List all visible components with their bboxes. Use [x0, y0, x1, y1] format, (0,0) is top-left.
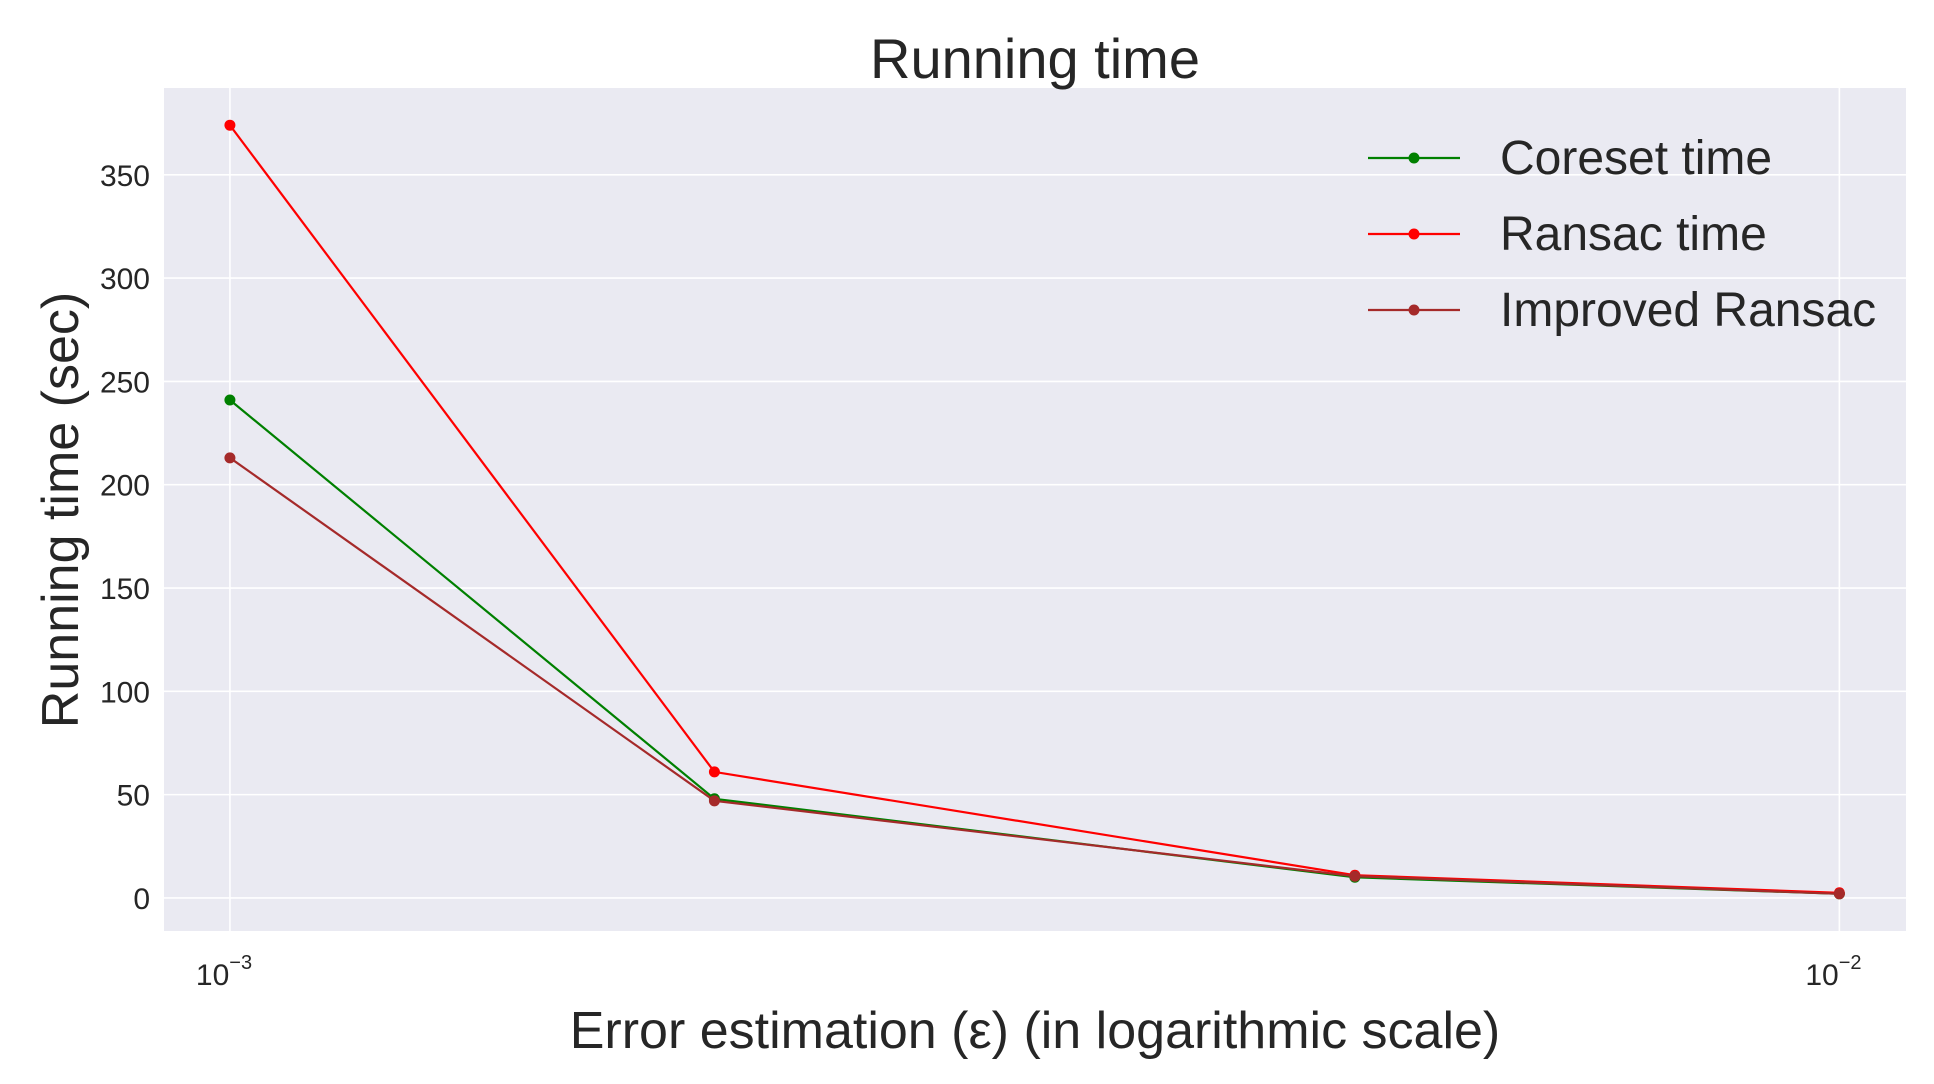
legend-item: Ransac time: [1368, 208, 1767, 261]
y-tick-label: 100: [100, 676, 150, 709]
y-tick-label: 300: [100, 263, 150, 296]
data-point: [1833, 888, 1845, 900]
y-tick-label: 250: [100, 366, 150, 399]
grid-lines: [164, 88, 1906, 931]
data-point: [708, 766, 720, 778]
y-axis-ticks: 0 50 100 150 200 250 300 350: [100, 160, 150, 916]
legend-marker: [1408, 152, 1420, 164]
legend: Coreset time Ransac time Improved Ransac: [1368, 132, 1876, 337]
legend-item: Coreset time: [1368, 132, 1772, 185]
y-tick-label: 150: [100, 573, 150, 606]
legend-label: Ransac time: [1500, 208, 1767, 261]
series-line: [229, 456, 1840, 895]
data-point: [1349, 870, 1361, 882]
data-point: [224, 119, 236, 131]
data-point: [224, 394, 236, 406]
legend-label: Improved Ransac: [1500, 284, 1876, 337]
legend-label: Coreset time: [1500, 132, 1772, 185]
plot-background: [164, 88, 1906, 931]
legend-item: Improved Ransac: [1368, 284, 1876, 337]
x-axis-ticks: 10−3 10−2: [196, 952, 1862, 992]
x-tick-label: 10−3: [196, 952, 252, 992]
chart-title: Running time: [870, 27, 1200, 90]
x-tick-label: 10−2: [1805, 952, 1861, 992]
x-axis-label: Error estimation (ε) (in logarithmic sca…: [570, 1002, 1501, 1060]
legend-marker: [1408, 228, 1420, 240]
y-tick-label: 50: [117, 780, 150, 813]
y-tick-label: 200: [100, 470, 150, 503]
y-tick-label: 0: [133, 883, 150, 916]
y-tick-label: 350: [100, 160, 150, 193]
series-improved-ransac: [224, 452, 1845, 900]
y-axis-label: Running time (sec): [32, 292, 90, 728]
legend-marker: [1408, 304, 1420, 316]
data-point: [708, 795, 720, 807]
data-point: [224, 452, 236, 464]
series-lines: [224, 119, 1845, 900]
